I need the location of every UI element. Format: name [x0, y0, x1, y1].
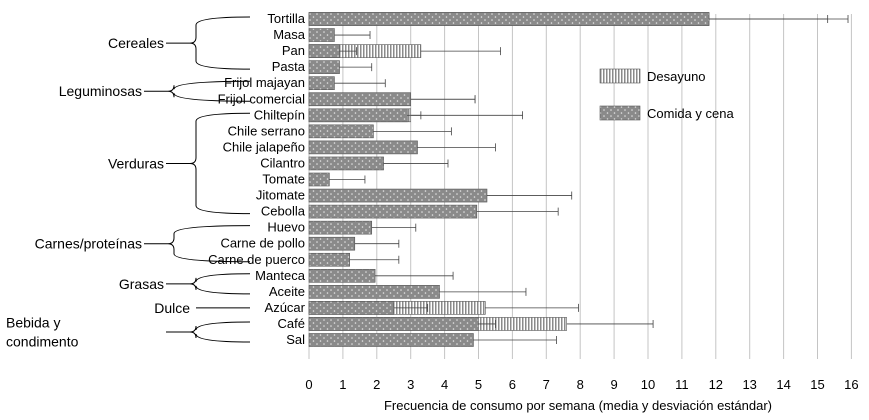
bar-comida-y-cena [308, 76, 335, 90]
legend-swatch [599, 105, 641, 121]
bar-comida-y-cena [308, 220, 373, 235]
category-label: Café [278, 316, 305, 331]
group-label: Grasas [119, 276, 164, 292]
bar-comida-y-cena [308, 60, 340, 74]
bar-comida-y-cena [308, 333, 474, 347]
group-label: condimento [6, 333, 79, 349]
category-label: Pan [282, 43, 305, 58]
bar-comida-y-cena [308, 92, 411, 107]
x-tick-label: 7 [543, 377, 550, 392]
category-label: Chile serrano [228, 123, 305, 138]
bar-comida-y-cena [308, 285, 440, 299]
bar-comida-y-cena [308, 156, 384, 171]
group-label: Dulce [154, 300, 190, 316]
bar-comida-y-cena [308, 188, 488, 203]
error-bars [329, 15, 849, 344]
bar-comida-y-cena [308, 140, 418, 155]
group-label: Bebida y [6, 314, 60, 330]
x-axis-ticks: 0 1 2 3 4 5 6 7 8 9 10 11 12 13 14 15 16 [305, 377, 858, 392]
category-label: Frijol majayan [224, 75, 305, 90]
legend-label: Comida y cena [647, 106, 734, 121]
legend-label: Desayuno [647, 69, 706, 84]
x-tick-label: 13 [742, 377, 756, 392]
x-tick-label: 3 [407, 377, 414, 392]
category-label: Jitomate [256, 188, 305, 203]
category-label: Masa [273, 27, 306, 42]
x-tick-label: 1 [339, 377, 346, 392]
group-label: Leguminosas [59, 83, 142, 99]
category-label: Chile jalapeño [223, 139, 305, 154]
x-tick-label: 12 [709, 377, 723, 392]
x-tick-label: 16 [844, 377, 858, 392]
bar-comida-y-cena [308, 172, 330, 187]
category-groups: Cereales Leguminosas Verduras Carnes/proteí… [6, 16, 251, 349]
category-label: Pasta [272, 59, 306, 74]
bar-comida-y-cena [308, 12, 710, 26]
x-tick-label: 2 [373, 377, 380, 392]
category-label: Tomate [262, 172, 305, 187]
bar-comida-y-cena [308, 268, 376, 283]
category-label: Cilantro [260, 155, 305, 170]
x-tick-label: 9 [610, 377, 617, 392]
category-label: Carne de puerco [208, 252, 305, 267]
x-tick-label: 5 [475, 377, 482, 392]
category-label: Tortilla [267, 11, 305, 26]
category-label: Chiltepín [254, 107, 305, 122]
bar-comida-y-cena [308, 317, 479, 331]
group-label: Verduras [108, 155, 164, 171]
category-label: Sal [286, 332, 305, 347]
bar-comida-y-cena [308, 252, 350, 267]
x-tick-label: 0 [305, 377, 312, 392]
x-tick-label: 4 [441, 377, 448, 392]
bar-comida-y-cena [308, 301, 395, 315]
group-bracket [189, 321, 251, 343]
legend-swatch [599, 68, 641, 84]
bar-comida-y-cena [308, 44, 340, 58]
bars [308, 12, 710, 347]
category-label: Manteca [255, 268, 306, 283]
category-label: Azúcar [265, 300, 306, 315]
group-bracket [189, 273, 251, 295]
group-label: Cereales [108, 35, 164, 51]
bar-comida-y-cena [308, 28, 335, 42]
x-axis-label: Frecuencia de consumo por semana (media … [384, 398, 772, 413]
x-tick-label: 15 [810, 377, 824, 392]
x-tick-label: 14 [776, 377, 790, 392]
x-tick-label: 6 [509, 377, 516, 392]
gridlines [308, 14, 852, 359]
category-label: Cebolla [261, 204, 306, 219]
category-label: Carne de pollo [220, 236, 305, 251]
bar-comida-y-cena [308, 108, 408, 123]
bar-comida-y-cena [308, 124, 374, 139]
bar-comida-y-cena [308, 236, 356, 251]
x-tick-label: 10 [641, 377, 655, 392]
x-tick-label: 8 [577, 377, 584, 392]
bar-comida-y-cena [308, 204, 478, 219]
category-label: Huevo [267, 220, 305, 235]
category-label: Frijol comercial [218, 91, 306, 106]
x-tick-label: 11 [675, 377, 689, 392]
group-label: Carnes/proteínas [35, 236, 142, 252]
group-bracket [189, 16, 251, 70]
legend: Desayuno Comida y cena [599, 68, 734, 121]
category-label: Aceite [269, 284, 305, 299]
